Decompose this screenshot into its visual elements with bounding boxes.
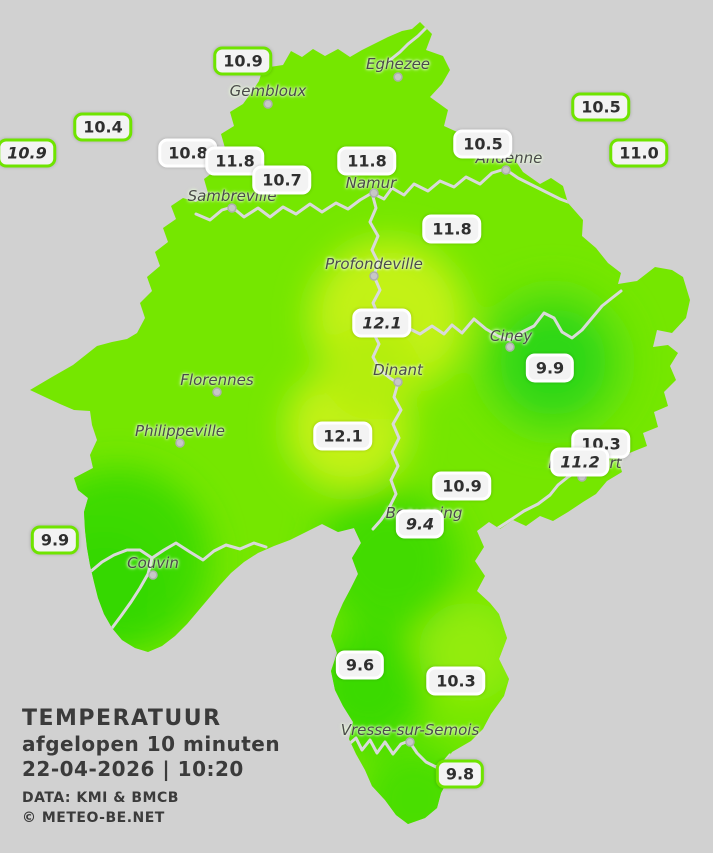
city-dot — [393, 377, 403, 387]
river — [88, 541, 268, 574]
river — [388, 26, 428, 62]
temperature-zone — [498, 307, 608, 417]
map-subtitle: afgelopen 10 minuten — [22, 732, 281, 756]
river — [194, 191, 374, 222]
city-dot — [577, 472, 587, 482]
temperature-zone — [360, 745, 470, 824]
city-dot — [212, 387, 222, 397]
river — [406, 289, 623, 342]
city-dot — [501, 165, 511, 175]
city-dot — [369, 271, 379, 281]
city-dot — [369, 188, 379, 198]
temperature-zone — [418, 602, 518, 702]
data-source: DATA: KMI & BMCB — [22, 790, 179, 806]
city-dot — [505, 342, 515, 352]
river — [110, 556, 154, 630]
city-dot — [227, 203, 237, 213]
temperature-zone — [310, 630, 426, 746]
temperature-zone — [324, 324, 420, 420]
title-block: TEMPERATUUR afgelopen 10 minuten 22-04-2… — [22, 706, 280, 828]
city-dot — [393, 72, 403, 82]
river — [346, 736, 452, 769]
city-dot — [405, 737, 415, 747]
city-dot — [263, 99, 273, 109]
rivers — [88, 26, 623, 769]
city-dot — [148, 570, 158, 580]
temperature-zone — [45, 530, 165, 650]
map-datetime: 22-04-2026 | 10:20 — [22, 757, 244, 781]
copyright: © METEO-BE.NET — [22, 810, 165, 826]
map-title: TEMPERATUUR — [22, 706, 222, 731]
city-dot — [175, 438, 185, 448]
river — [368, 191, 403, 531]
